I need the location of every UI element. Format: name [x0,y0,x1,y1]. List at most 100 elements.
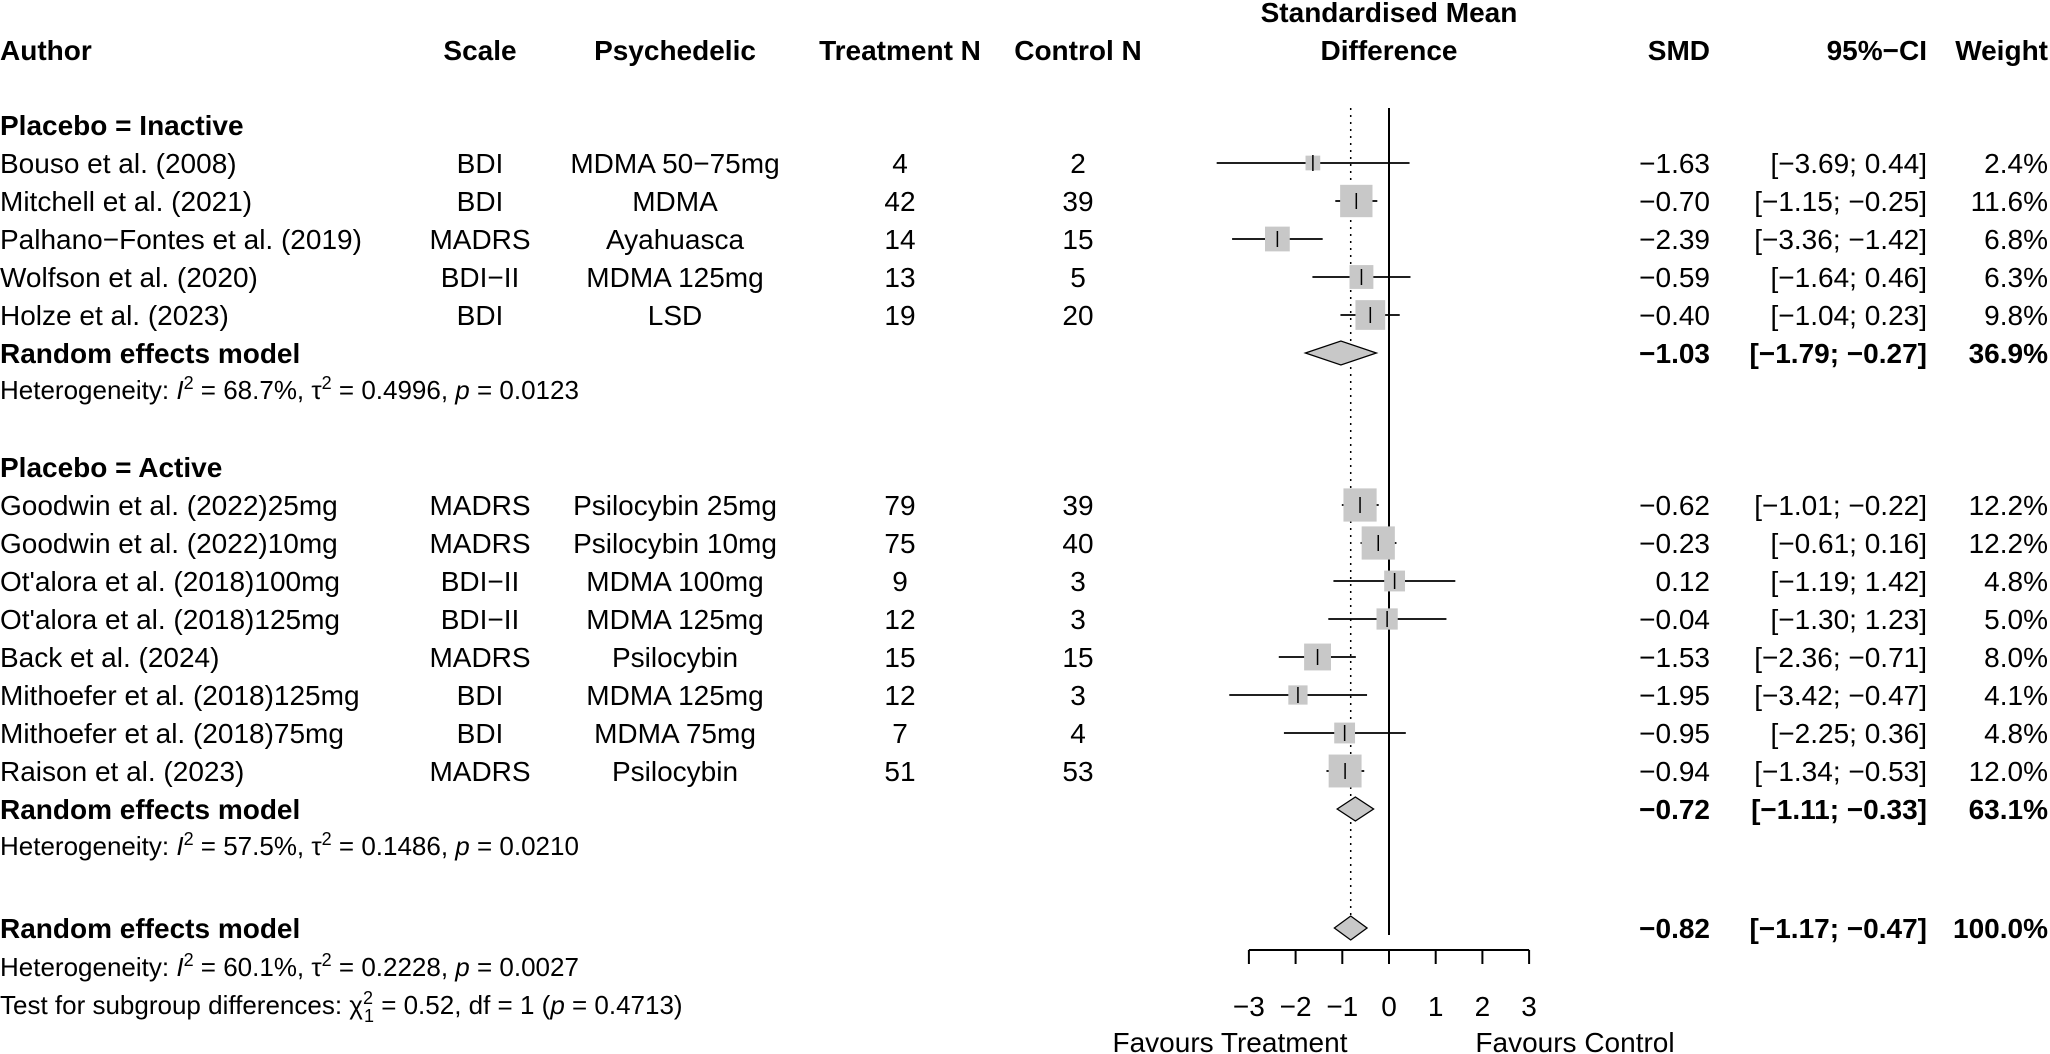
study-psychedelic: Psilocybin [612,642,738,673]
model-label: Random effects model [0,913,300,944]
x-axis-tick-label: 2 [1475,991,1491,1022]
study-smd: −0.94 [1639,756,1710,787]
subgroup-test-text: Test for subgroup differences: χ2 1 = 0.5… [0,988,683,1026]
het-i2-value: = 68.7%, [194,375,312,405]
header-smd: SMD [1648,35,1710,66]
het-i2-value: = 57.5%, [194,831,312,861]
study-scale: MADRS [429,490,530,521]
x-axis-tick-label: −2 [1280,991,1312,1022]
study-author: Mithoefer et al. (2018)125mg [0,680,360,711]
study-psychedelic: MDMA 50−75mg [570,148,779,179]
het-p-value: = 0.0123 [470,375,579,405]
study-treatment-n: 79 [884,490,915,521]
study-author: Back et al. (2024) [0,642,219,673]
study-control-n: 15 [1062,224,1093,255]
subgroup-test-chi-sub: 1 [364,1006,374,1026]
study-psychedelic: Psilocybin [612,756,738,787]
x-axis-tick-label: 3 [1521,991,1537,1022]
study-ci: [−2.25; 0.36] [1771,718,1927,749]
study-row: Mithoefer et al. (2018)125mg BDI MDMA 125m… [0,680,2048,711]
het-i2-symbol: I [176,952,183,982]
study-control-n: 3 [1070,566,1086,597]
model-weight: 100.0% [1953,913,2048,944]
study-smd: −0.95 [1639,718,1710,749]
subgroup-test-p-symbol: p [549,990,564,1020]
study-treatment-n: 42 [884,186,915,217]
het-i2-sup: 2 [184,950,194,970]
study-smd: −0.70 [1639,186,1710,217]
model-smd: −0.72 [1639,794,1710,825]
model-ci: [−1.17; −0.47] [1750,913,1927,944]
study-ci: [−2.36; −0.71] [1754,642,1927,673]
study-control-n: 39 [1062,490,1093,521]
study-smd: −0.62 [1639,490,1710,521]
x-axis-tick-label: −1 [1326,991,1358,1022]
study-scale: MADRS [429,224,530,255]
het-p-symbol: p [454,831,469,861]
study-control-n: 40 [1062,528,1093,559]
header-control-n: Control N [1014,35,1142,66]
study-psychedelic: Psilocybin 10mg [573,528,777,559]
x-axis-label-right: Favours Control [1475,1027,1674,1054]
study-ci: [−1.04; 0.23] [1771,300,1927,331]
x-axis-label-left: Favours Treatment [1113,1027,1348,1054]
study-weight: 8.0% [1984,642,2048,673]
het-i2-value: = 60.1%, [194,952,312,982]
study-scale: MADRS [429,756,530,787]
subgroup-test-chi: χ [349,990,363,1020]
study-scale: BDI [457,148,504,179]
summary-diamond [1303,340,1379,366]
het-tau-value: = 0.1486, [332,831,456,861]
het-tau-value: = 0.2228, [332,952,456,982]
study-row: Bouso et al. (2008) BDI MDMA 50−75mg 4 2 −1.6… [0,148,2048,179]
het-tau-sup: 2 [322,373,332,393]
study-treatment-n: 12 [884,604,915,635]
x-axis-tick-label: −3 [1233,991,1265,1022]
study-psychedelic: MDMA 100mg [586,566,763,597]
study-psychedelic: MDMA 75mg [594,718,756,749]
study-scale: BDI−II [441,262,520,293]
study-ci: [−1.30; 1.23] [1771,604,1927,635]
study-author: Ot'alora et al. (2018)125mg [0,604,340,635]
study-weight: 6.3% [1984,262,2048,293]
study-treatment-n: 15 [884,642,915,673]
model-smd: −1.03 [1639,338,1710,369]
study-scale: BDI [457,680,504,711]
study-row: Goodwin et al. (2022)25mg MADRS Psilocybin… [0,488,2048,522]
study-row: Mitchell et al. (2021) BDI MDMA 42 39 −0.70 [−… [0,184,2048,218]
study-row: Mithoefer et al. (2018)75mg BDI MDMA 75mg 7… [0,718,2048,749]
study-author: Wolfson et al. (2020) [0,262,258,293]
het-i2-symbol: I [176,831,183,861]
model-smd: −0.82 [1639,913,1710,944]
study-weight: 4.1% [1984,680,2048,711]
subgroup-test-chi-sup: 2 [363,988,373,1008]
study-ci: [−1.01; −0.22] [1754,490,1927,521]
study-weight: 9.8% [1984,300,2048,331]
heterogeneity-text: Heterogeneity: I2 = 57.5%, τ2 = 0.1486, … [0,829,579,861]
study-row: Back et al. (2024) MADRS Psilocybin 15 15 −1.… [0,642,2048,673]
study-weight: 11.6% [1971,186,2048,217]
model-label: Random effects model [0,338,300,369]
study-treatment-n: 14 [884,224,915,255]
het-tau-sup: 2 [322,829,332,849]
study-smd: −1.63 [1639,148,1710,179]
het-tau-value: = 0.4996, [332,375,456,405]
study-smd: −0.40 [1639,300,1710,331]
subgroup-title: Placebo = Active [0,452,222,483]
study-author: Goodwin et al. (2022)25mg [0,490,338,521]
study-treatment-n: 4 [892,148,908,179]
study-weight: 6.8% [1984,224,2048,255]
study-ci: [−1.64; 0.46] [1771,262,1927,293]
subgroup-test-p-value: = 0.4713) [565,990,683,1020]
subgroup-test-prefix: Test for subgroup differences: [0,990,349,1020]
het-i2-symbol: I [176,375,183,405]
study-scale: BDI [457,718,504,749]
header-plot-title-1: Standardised Mean [1261,0,1518,28]
study-row: Holze et al. (2023) BDI LSD 19 20 −0.40 [−1.04… [0,300,2048,331]
study-smd: −2.39 [1639,224,1710,255]
study-smd: −0.59 [1639,262,1710,293]
study-scale: BDI−II [441,566,520,597]
study-treatment-n: 75 [884,528,915,559]
study-ci: [−3.42; −0.47] [1754,680,1927,711]
